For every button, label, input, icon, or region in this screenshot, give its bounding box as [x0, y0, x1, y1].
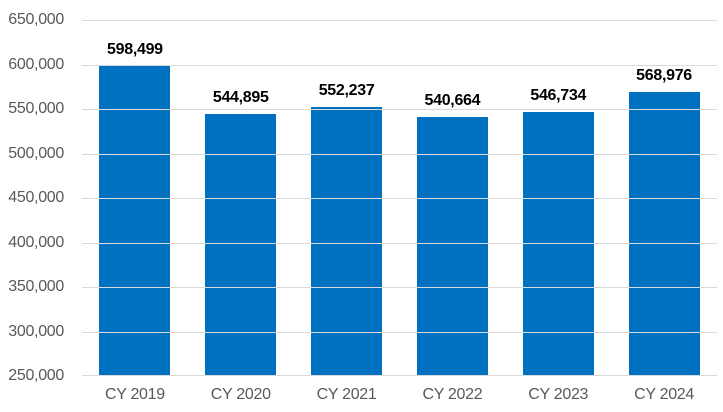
- x-axis-label: CY 2024: [634, 386, 694, 403]
- y-axis: 650,000 600,000 550,000 500,000 450,000 400,0…: [0, 0, 64, 412]
- y-axis-tick-label: 650,000: [8, 11, 64, 28]
- gridline: [82, 242, 717, 244]
- x-axis-label: CY 2020: [210, 386, 271, 403]
- x-axis-label: CY 2022: [422, 386, 483, 403]
- bar-group: 540,664 CY 2022: [399, 20, 505, 403]
- gridline: [82, 198, 717, 199]
- bar: [522, 111, 594, 376]
- x-axis-label: CY 2023: [528, 386, 589, 403]
- y-axis-tick-label: 550,000: [8, 100, 64, 117]
- y-axis-tick-label: 400,000: [8, 233, 64, 251]
- bar-group: 598,499 CY 2019: [82, 20, 188, 403]
- bar: [99, 65, 171, 376]
- bar: [311, 107, 383, 376]
- gridline: [82, 153, 717, 155]
- y-axis-tick-label: 350,000: [8, 278, 64, 295]
- y-axis-tick-label: 500,000: [8, 144, 64, 162]
- bar-value-label: 546,734: [530, 86, 587, 104]
- gridline: [82, 64, 717, 66]
- y-axis-tick-label: 600,000: [8, 55, 64, 73]
- gridline: [82, 287, 717, 288]
- bar-value-label: 598,499: [107, 40, 163, 58]
- x-axis-label: CY 2021: [316, 386, 377, 403]
- gridline: [82, 375, 717, 376]
- bar-group: 552,237 CY 2021: [294, 20, 400, 403]
- gridline: [82, 20, 717, 21]
- bar-value-label: 552,237: [318, 82, 375, 100]
- y-axis-tick-label: 300,000: [8, 322, 64, 340]
- bar: [628, 92, 700, 376]
- bar: [416, 117, 488, 376]
- y-axis-tick-label: 250,000: [8, 367, 64, 384]
- y-axis-tick-label: 450,000: [8, 189, 64, 206]
- bar-value-label: 540,664: [424, 92, 481, 110]
- bar-value-label: 544,895: [212, 88, 269, 106]
- gridline: [82, 331, 717, 333]
- bar-value-label: 568,976: [636, 67, 692, 85]
- plot-area: 598,499 CY 2019 544,895 CY 2020 552,237 CY 20…: [82, 20, 717, 403]
- x-axis-label: CY 2019: [104, 386, 165, 403]
- bar-group: 568,976 CY 2024: [611, 20, 717, 403]
- gridline: [82, 109, 717, 110]
